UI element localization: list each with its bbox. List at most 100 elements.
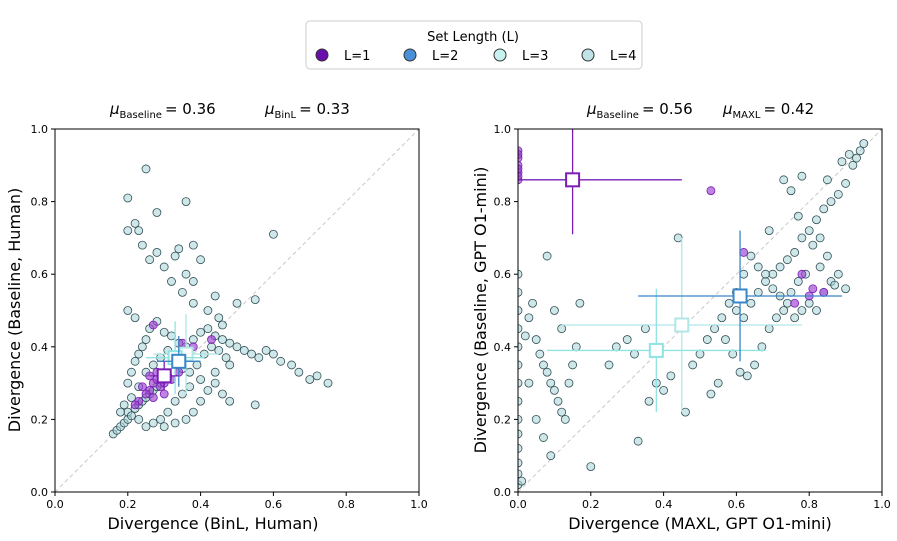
right-point-l4 [542, 251, 552, 261]
legend: Set Length (L) L=1 L=2 L=3 L=4 [305, 20, 643, 70]
right-mean-marker-1 [565, 172, 581, 188]
left-point-l4 [294, 367, 304, 377]
left-point-l4 [188, 240, 198, 250]
right-point-l4 [841, 179, 850, 188]
right-point-l4 [528, 298, 537, 308]
right-point-l4 [786, 186, 796, 196]
left-point-l4 [127, 367, 136, 377]
left-point-l1 [148, 393, 158, 403]
left-point-l4 [130, 218, 140, 228]
left-point-l4 [127, 411, 136, 421]
right-point-l4 [782, 298, 792, 308]
right-means [518, 129, 842, 413]
right-point-l4 [717, 313, 727, 323]
left-point-l4 [119, 400, 129, 410]
right-point-l4 [833, 269, 843, 279]
left-y-tick-label: 0.4 [31, 341, 49, 354]
right-point-l4 [518, 378, 523, 388]
right-point-l4 [826, 197, 836, 207]
left-point-l4 [203, 306, 213, 315]
right-point-l4 [823, 175, 832, 185]
right-points [518, 139, 869, 490]
left-point-l4 [188, 277, 198, 286]
right-x-axis-label: Divergence (MAXL, GPT O1-mini) [568, 514, 832, 533]
left-x-tick-label: 1.0 [410, 498, 428, 511]
left-point-l4 [181, 414, 191, 424]
left-point-l4 [152, 208, 162, 217]
left-point-l4 [123, 306, 133, 315]
left-point-l4 [123, 193, 133, 203]
right-point-l4 [721, 335, 730, 344]
left-point-l4 [305, 375, 315, 384]
left-point-l4 [225, 360, 235, 370]
right-point-l4 [772, 313, 781, 323]
right-point-l4 [757, 342, 767, 352]
left-point-l4 [247, 349, 256, 359]
left-y-tick-label: 0.6 [31, 268, 49, 281]
right-point-l4 [844, 150, 854, 159]
left-x-tick-label: 0.6 [265, 498, 283, 511]
legend-label-l3: L=3 [522, 49, 548, 64]
left-point-l4 [163, 407, 173, 417]
left-point-l4 [196, 327, 206, 337]
right-point-l4 [739, 269, 749, 279]
right-point-l4 [768, 269, 778, 279]
right-point-l4 [768, 284, 778, 294]
left-point-l4 [268, 349, 278, 359]
right-point-l4 [848, 160, 858, 170]
right-point-l4 [553, 396, 563, 406]
right-mean-marker-2 [732, 288, 748, 304]
left-means [146, 314, 219, 394]
left-y-axis-label: Divergence (Baseline, Human) [5, 188, 24, 432]
left-point-l1 [177, 338, 187, 348]
right-mu-baseline: μBaseline = 0.56 [586, 100, 693, 121]
legend-item-l4: L=4 [581, 48, 636, 64]
left-point-l4 [221, 353, 231, 363]
right-point-l4 [568, 360, 577, 370]
legend-frame [305, 20, 643, 70]
right-point-l4 [855, 146, 865, 156]
legend-label-l4: L=4 [610, 49, 636, 64]
right-point-l4 [518, 324, 523, 334]
right-point-l4 [688, 360, 698, 370]
left-point-l4 [225, 338, 235, 348]
left-point-l4 [152, 248, 162, 257]
right-point-l4 [728, 349, 738, 359]
left-point-l4 [287, 360, 297, 370]
right-point-l4 [775, 262, 785, 272]
left-points [108, 164, 333, 439]
left-mean-marker-2 [171, 353, 187, 369]
right-point-l4 [539, 433, 548, 442]
right-point-l1 [808, 284, 818, 294]
right-point-l1 [706, 186, 716, 196]
legend-label-l2: L=2 [432, 49, 458, 64]
right-point-l4 [782, 255, 792, 265]
right-point-l4 [808, 240, 818, 250]
left-point-l4 [174, 244, 184, 254]
right-point-l4 [823, 251, 832, 261]
right-point-l4 [830, 280, 840, 290]
right-point-l4 [535, 349, 545, 359]
right-point-l4 [546, 378, 556, 388]
right-point-l4 [815, 262, 825, 272]
right-point-l4 [797, 233, 807, 243]
right-point-l4 [611, 342, 621, 352]
left-x-tick-label: 0.4 [192, 498, 210, 511]
right-point-l4 [819, 204, 829, 214]
left-point-l4 [137, 240, 147, 250]
left-point-l4 [156, 414, 165, 424]
right-point-l4 [557, 324, 567, 334]
right-point-l4 [790, 313, 800, 323]
left-point-l4 [210, 291, 220, 301]
legend-marker-l2 [403, 48, 417, 62]
right-point-l4 [859, 139, 869, 148]
right-point-l4 [546, 451, 556, 461]
legend-marker-l3 [493, 48, 507, 62]
left-point-l4 [188, 335, 198, 344]
left-point-l4 [185, 382, 195, 392]
right-point-l4 [518, 342, 523, 352]
right-point-l4 [604, 360, 614, 370]
right-x-tick-label: 0.8 [800, 498, 818, 511]
right-point-l4 [764, 226, 774, 236]
